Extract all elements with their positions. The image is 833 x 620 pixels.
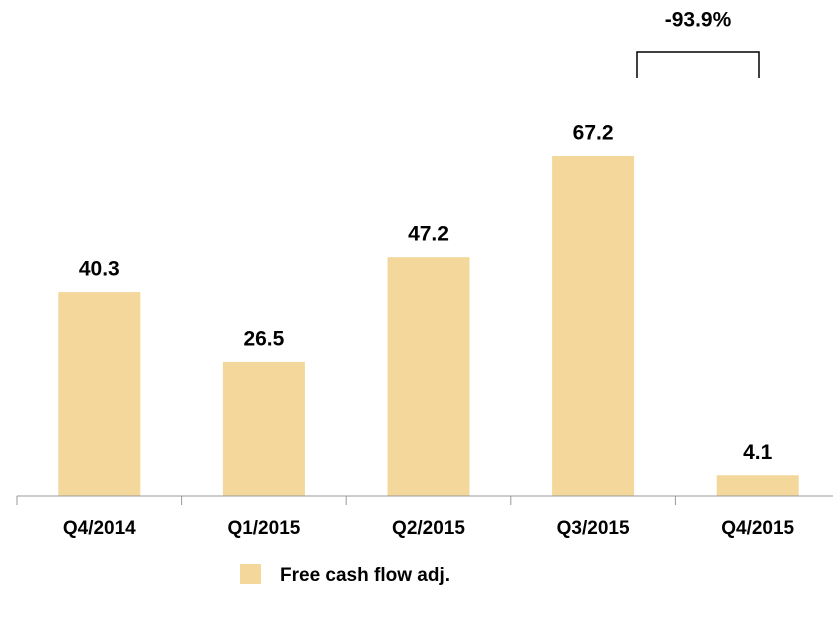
annotation: -93.9% <box>665 9 732 32</box>
data-label: 67.2 <box>573 122 614 145</box>
x-tick-label: Q3/2015 <box>557 518 630 539</box>
x-tick-label: Q4/2015 <box>721 518 794 539</box>
x-tick-label: Q4/2014 <box>63 518 136 539</box>
x-tick-label: Q1/2015 <box>227 518 300 539</box>
data-label: 47.2 <box>408 223 449 246</box>
legend-label: Free cash flow adj. <box>280 565 450 586</box>
data-label: 4.1 <box>743 441 773 464</box>
x-tick-label: Q2/2015 <box>392 518 465 539</box>
data-label: 40.3 <box>79 258 120 281</box>
bar <box>58 292 141 496</box>
bar <box>716 475 799 496</box>
bar <box>222 361 305 496</box>
legend-swatch <box>240 564 261 584</box>
data-label: 26.5 <box>243 327 284 350</box>
annotation-bracket <box>636 51 760 78</box>
bar <box>552 156 635 496</box>
bar <box>387 257 470 496</box>
